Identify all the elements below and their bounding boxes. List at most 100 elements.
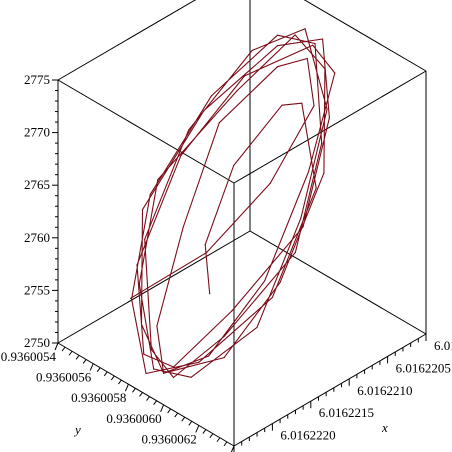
x-axis-label: x <box>381 420 388 435</box>
box-edge-x-front <box>233 333 427 447</box>
series-point <box>324 68 326 70</box>
series-point <box>264 280 266 282</box>
series-point <box>302 226 304 228</box>
series-point <box>140 323 143 325</box>
x-tick-label: 6.0162225 <box>242 450 297 452</box>
box-edge-y-front <box>57 342 235 447</box>
series-point <box>143 353 145 355</box>
series-point <box>251 49 253 52</box>
series-point <box>145 372 147 375</box>
z-tick-label: 2775 <box>24 72 50 87</box>
y-tick-mark <box>209 433 214 438</box>
z-tick-label: 2750 <box>24 335 50 350</box>
y-tick-mark <box>195 425 200 433</box>
series-point <box>304 28 306 30</box>
series-point <box>208 355 210 357</box>
series-point <box>172 376 175 379</box>
series-point <box>313 105 315 107</box>
y-tick-mark <box>160 404 165 412</box>
z-tick-label: 2760 <box>24 230 50 245</box>
series-point <box>244 75 246 77</box>
box-edge-y-right <box>249 230 427 335</box>
x-tick-label: 6.0162200 <box>434 338 452 353</box>
y-tick-mark <box>139 392 143 397</box>
z-tick-label: 2770 <box>24 125 50 140</box>
series-point <box>223 335 225 338</box>
x-tick-label: 6.0162215 <box>319 405 374 420</box>
series-point <box>306 57 308 60</box>
y-tick-label: 0.9360054 <box>1 349 57 364</box>
series-point <box>271 296 273 298</box>
series-point <box>276 66 279 68</box>
series-point <box>294 251 296 253</box>
y-tick-mark <box>188 420 193 426</box>
series-point <box>157 179 159 181</box>
x-tick-label: 6.0162210 <box>357 383 412 398</box>
series-point <box>218 122 220 124</box>
y-tick-mark <box>153 400 157 405</box>
series-point <box>322 38 324 40</box>
series-point <box>233 164 235 167</box>
series-point <box>223 357 225 359</box>
y-tick-mark <box>146 396 150 401</box>
box-edge-y-top-front <box>57 79 235 184</box>
series-point <box>131 298 133 300</box>
series-point <box>294 34 296 36</box>
series-point <box>300 217 302 219</box>
series-point <box>198 361 200 363</box>
bounding-box <box>57 0 427 447</box>
series-point <box>256 326 258 328</box>
series-point <box>315 187 317 189</box>
y-tick-mark <box>68 350 73 356</box>
series-point <box>312 44 314 46</box>
box-edge-x-top-back <box>57 0 197 81</box>
y-tick-label: 0.9360062 <box>142 431 197 446</box>
series-point <box>323 172 325 174</box>
series-point <box>204 244 206 246</box>
y-tick-mark <box>82 359 87 364</box>
series-point <box>301 102 303 104</box>
y-tick-mark <box>96 367 101 373</box>
series-point <box>190 376 192 378</box>
x-tick-label: 6.0162205 <box>396 360 451 375</box>
series-point <box>180 155 182 157</box>
series-point <box>156 325 158 327</box>
y-tick-mark <box>61 346 66 352</box>
series-point <box>276 34 279 36</box>
y-tick-mark <box>181 416 186 422</box>
series-point <box>205 252 208 254</box>
series-point <box>163 372 165 374</box>
series-point <box>321 142 323 144</box>
y-tick-mark <box>75 355 80 360</box>
series-point <box>326 108 328 110</box>
y-tick-mark <box>103 371 108 377</box>
series-point <box>182 226 184 229</box>
y-tick-mark <box>89 363 94 371</box>
series-point <box>211 95 213 97</box>
series-point <box>136 264 138 266</box>
box-edge-x-top-front <box>233 70 427 184</box>
series-point <box>236 90 238 92</box>
z-tick-label: 2755 <box>24 282 50 297</box>
series-point <box>269 182 271 184</box>
series-point <box>281 104 283 106</box>
y-tick-mark <box>202 429 207 434</box>
series-point <box>279 281 281 283</box>
box-edge-x-back <box>57 230 251 344</box>
series-point <box>209 293 211 295</box>
z-tick-label: 2765 <box>24 177 50 192</box>
series-point <box>153 368 155 370</box>
y-tick-label: 0.9360060 <box>106 411 161 426</box>
series-point <box>276 45 279 47</box>
y-tick-mark <box>110 375 115 381</box>
series-point <box>314 42 316 45</box>
y-tick-mark <box>167 408 172 414</box>
y-tick-mark <box>174 412 179 418</box>
tick-layer: 6.0162200 6.0162205 6.0162210 6.0162215 6.01… <box>1 72 452 452</box>
series-point <box>188 129 190 131</box>
y-tick-mark <box>117 379 122 385</box>
series-point <box>308 170 310 173</box>
y-axis-label: y <box>73 422 81 437</box>
box-edge-y-top-right <box>303 0 427 72</box>
